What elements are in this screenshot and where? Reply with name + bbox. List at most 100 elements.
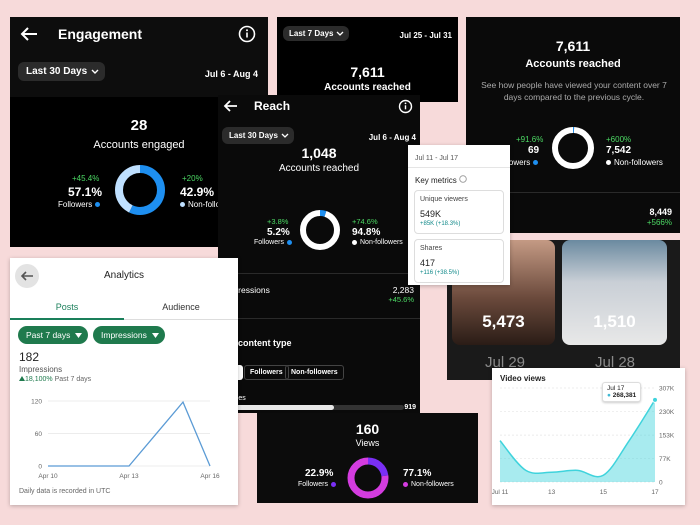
dot: [606, 160, 611, 166]
note: Daily data is recorded in UTC: [19, 488, 111, 495]
value-label: 57.1%: [68, 185, 103, 199]
filter-chip[interactable]: Impressions: [93, 326, 165, 344]
legend: Followers: [496, 158, 539, 167]
y-tick-label: 120: [31, 399, 42, 406]
tooltip-row: ● 268,381: [607, 392, 637, 399]
dot: [533, 160, 539, 166]
metric-box: Unique viewers 549K +85K (+18.3%): [414, 190, 504, 234]
section-title: By content type: [224, 338, 292, 348]
x-tick-label: 17: [651, 489, 659, 496]
value-label: 69: [528, 145, 540, 156]
change: +91.6%: [516, 135, 544, 144]
total: 182: [19, 350, 40, 364]
separator: [466, 192, 680, 193]
donut: [300, 210, 340, 250]
value-label: 5.2%: [267, 227, 290, 238]
dates: Jul 25 - Jul 31: [399, 31, 452, 40]
donut-segment: [552, 127, 594, 169]
stories-bar: [224, 405, 334, 410]
name: Followers: [254, 239, 284, 246]
line: [48, 400, 211, 467]
legend: Non-follo: [180, 200, 220, 209]
x-tick-label: Apr 13: [119, 473, 139, 480]
video-views-chart: 0 77K 153K 230K 307K Jul 11 13 15 17: [492, 386, 675, 497]
date: Jul 28: [595, 354, 636, 371]
total: 7,611: [555, 38, 591, 54]
range: Last 7 Days: [289, 29, 334, 38]
tooltip: Jul 17 ● 268,381: [602, 382, 642, 402]
total: 1,048: [301, 145, 337, 161]
total: 160: [355, 421, 380, 437]
date: Jul 29: [485, 354, 526, 371]
title: Key metrics: [415, 175, 467, 185]
dot: [403, 481, 408, 487]
total-label: Views: [355, 438, 380, 448]
reach-panel: Reach Last 30 Days Jul 6 - Aug 4 1,048 A…: [218, 95, 420, 413]
label: Shares: [420, 245, 443, 252]
total-label: Accounts reached: [278, 163, 360, 174]
name: Non-followers: [614, 158, 663, 167]
back-arrow[interactable]: [223, 100, 238, 112]
back-arrow[interactable]: [20, 27, 38, 41]
thumbnail[interactable]: [562, 240, 667, 345]
total-label: Accounts reached: [525, 58, 621, 70]
name: Non-followers: [360, 239, 403, 246]
change-row: 18,100% Past 7 days: [19, 376, 91, 383]
value-label: 22.9%: [305, 468, 334, 479]
y-tick-label: 60: [35, 431, 43, 438]
legend: Followers: [58, 200, 101, 209]
donut-segment: [347, 457, 389, 499]
value: 549K: [420, 209, 442, 219]
caret: [75, 333, 83, 338]
impressions: 2,283: [392, 285, 414, 295]
change: +20%: [182, 174, 203, 183]
legend: Followers: [254, 239, 292, 246]
up-triangle: [19, 376, 25, 381]
total-label: Accounts engaged: [93, 139, 185, 151]
y-tick-label: 0: [659, 480, 663, 487]
description: See how people have viewed your content …: [481, 80, 667, 102]
tab[interactable]: Posts: [55, 302, 79, 312]
legend: Non-followers: [352, 239, 403, 246]
dot: [352, 239, 357, 245]
weekly-reach-panel: Last 7 Days Jul 25 - Jul 31 7,611 Accoun…: [277, 17, 458, 102]
y-tick-label: 0: [38, 464, 42, 471]
filter[interactable]: Followers: [244, 365, 289, 380]
donut: [115, 165, 165, 215]
analytics-panel: Analytics Posts Audience Past 7 days Imp…: [10, 258, 238, 505]
x-tick-label: Jul 11: [492, 489, 509, 496]
name: Followers: [298, 481, 328, 488]
total: 28: [130, 117, 148, 134]
key-metrics-card: Jul 11 - Jul 17 Key metrics Unique viewe…: [408, 145, 510, 285]
filter[interactable]: Non-followers: [285, 365, 344, 380]
impressions-change: +45.6%: [388, 295, 414, 304]
video-views-panel: Video views 0 77K 153K 230K 307K Jul 11 13 15 17…: [492, 368, 685, 505]
change: +45.4%: [72, 174, 100, 183]
value-label: 94.8%: [352, 227, 381, 238]
filter-chip[interactable]: Past 7 days: [18, 326, 89, 344]
change: +116 (+38.5%): [420, 270, 460, 276]
y-tick-label: 307K: [659, 386, 675, 393]
tab-underline: [10, 318, 124, 320]
info-icon[interactable]: [459, 175, 467, 183]
name: Followers: [496, 158, 531, 167]
name: Non-follo: [188, 200, 221, 209]
line: [499, 399, 656, 478]
total-change: +566%: [646, 218, 672, 227]
tab[interactable]: Audience: [162, 302, 200, 312]
donut: [347, 457, 389, 499]
range-pill[interactable]: Last 30 Days: [18, 62, 106, 81]
value: 417: [420, 258, 436, 268]
donut: [552, 127, 594, 169]
change: +74.6%: [352, 217, 378, 226]
back-button[interactable]: [14, 263, 40, 289]
filter: Past 7 days: [26, 330, 71, 340]
legend: Non-followers: [403, 481, 454, 488]
info-icon[interactable]: [398, 99, 413, 114]
y-tick-label: 230K: [659, 409, 675, 416]
range-pill[interactable]: Last 30 Days: [222, 127, 294, 144]
range-pill[interactable]: Last 7 Days: [283, 26, 350, 41]
label: Unique viewers: [420, 196, 468, 203]
dot: [330, 481, 336, 487]
info-icon[interactable]: [238, 25, 256, 43]
